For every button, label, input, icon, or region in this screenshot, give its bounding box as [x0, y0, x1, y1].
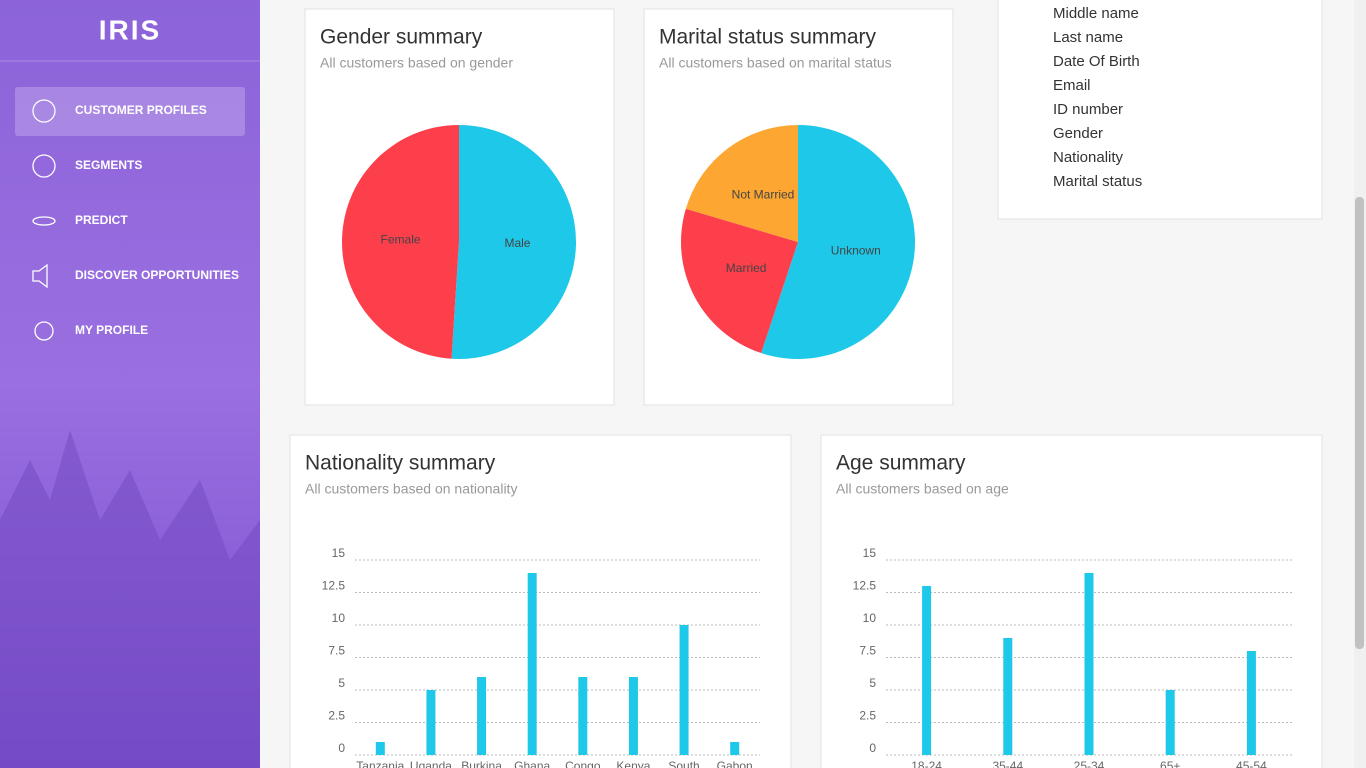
- icon: [32, 154, 56, 178]
- fields-card: [997, 0, 1323, 220]
- y-tick-label: 10: [863, 611, 877, 625]
- slice-label: Not Married: [732, 187, 795, 201]
- menu-item[interactable]: MY PROFILE: [75, 323, 148, 337]
- sidebar: [0, 0, 260, 768]
- y-tick-label: 5: [338, 676, 345, 690]
- card-title: Nationality summary: [305, 452, 496, 475]
- x-tick-label: 25-34: [1074, 759, 1105, 768]
- y-tick-label: 12.5: [853, 579, 877, 593]
- pie-slice: [685, 125, 798, 242]
- bar: [730, 742, 740, 755]
- forest-art: [0, 430, 260, 768]
- card: [289, 434, 792, 768]
- x-tick-label: 65+: [1160, 759, 1180, 768]
- field: Gender: [1053, 125, 1103, 142]
- bar: [477, 677, 487, 755]
- field: Nationality: [1053, 149, 1124, 166]
- card-subtitle: All customers based on marital status: [659, 55, 892, 71]
- bar: [922, 586, 932, 755]
- card-subtitle: All customers based on gender: [320, 55, 513, 71]
- card: [820, 434, 1323, 768]
- slice-label: Male: [504, 236, 530, 250]
- icon: [32, 216, 56, 226]
- x-tick-label: Burkina: [461, 759, 502, 768]
- x-tick-label: Uganda: [410, 759, 452, 768]
- card-title: Marital status summary: [659, 26, 877, 49]
- field: ID number: [1053, 101, 1123, 118]
- y-tick-label: 2.5: [328, 709, 345, 723]
- bar: [1003, 638, 1013, 755]
- y-tick-label: 15: [332, 546, 346, 560]
- card-subtitle: All customers based on nationality: [305, 481, 517, 497]
- active-item: [15, 87, 245, 136]
- slice-label: Married: [726, 261, 767, 275]
- menu-item[interactable]: SEGMENTS: [75, 158, 142, 172]
- y-tick-label: 7.5: [859, 644, 876, 658]
- menu-item[interactable]: PREDICT: [75, 213, 128, 227]
- bar: [527, 573, 537, 755]
- bar: [1165, 690, 1175, 755]
- bar: [1084, 573, 1094, 755]
- y-tick-label: 0: [338, 741, 345, 755]
- bar: [628, 677, 638, 755]
- field: Marital status: [1053, 173, 1142, 190]
- field: Email: [1053, 77, 1091, 94]
- x-tick-label: 35-44: [992, 759, 1023, 768]
- slice-label: Female: [381, 232, 421, 246]
- icon: [34, 321, 54, 341]
- card-title: Age summary: [836, 452, 966, 475]
- logo[interactable]: IRIS: [99, 14, 161, 45]
- x-tick-label: 18-24: [911, 759, 942, 768]
- card-title: Gender summary: [320, 26, 483, 49]
- y-tick-label: 0: [869, 741, 876, 755]
- x-tick-label: Kenya: [616, 759, 650, 768]
- field: Last name: [1053, 29, 1123, 46]
- scroll-thumb[interactable]: [1355, 197, 1364, 649]
- pie-slice: [761, 125, 915, 359]
- icon: [32, 99, 56, 123]
- pie-slice: [451, 125, 576, 359]
- field: Middle name: [1053, 5, 1139, 22]
- menu: [32, 99, 56, 341]
- menu-item[interactable]: CUSTOMER PROFILES: [75, 103, 207, 117]
- bar: [426, 690, 436, 755]
- bar: [578, 677, 588, 755]
- pie-slice: [341, 125, 459, 359]
- bar: [375, 742, 385, 755]
- y-tick-label: 12.5: [322, 579, 346, 593]
- x-tick-label: 45-54: [1236, 759, 1267, 768]
- slice-label: Unknown: [831, 244, 881, 258]
- x-tick-label: Congo: [565, 759, 601, 768]
- x-tick-label: Tanzania: [356, 759, 404, 768]
- y-tick-label: 5: [869, 676, 876, 690]
- pie-slice: [681, 208, 798, 354]
- x-tick-label: South: [668, 759, 699, 768]
- bar: [679, 625, 689, 755]
- y-tick-label: 15: [863, 546, 877, 560]
- field: Date Of Birth: [1053, 53, 1140, 70]
- card-subtitle: All customers based on age: [836, 481, 1009, 497]
- y-tick-label: 2.5: [859, 709, 876, 723]
- x-tick-label: Ghana: [514, 759, 550, 768]
- y-tick-label: 10: [332, 611, 346, 625]
- x-tick-label: Gabon: [717, 759, 753, 768]
- bar: [1246, 651, 1256, 755]
- y-tick-label: 7.5: [328, 644, 345, 658]
- menu-item[interactable]: DISCOVER OPPORTUNITIES: [75, 268, 239, 282]
- icon: [32, 263, 48, 289]
